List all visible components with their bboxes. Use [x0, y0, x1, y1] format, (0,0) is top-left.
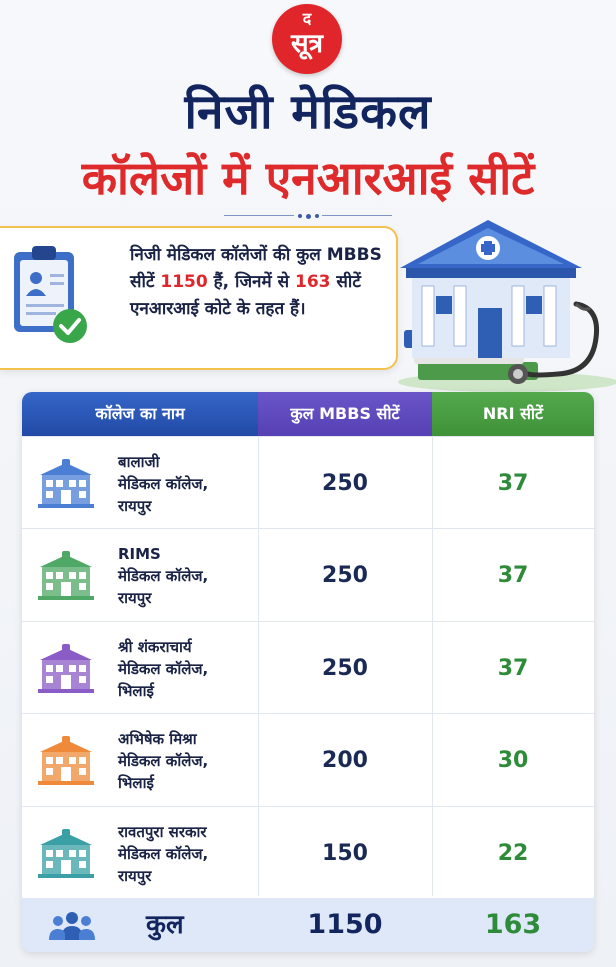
title-divider — [224, 213, 392, 219]
people-icon — [49, 912, 95, 940]
hospital-stethoscope-icon — [398, 220, 616, 392]
building-icon — [38, 459, 94, 508]
header-mbbs: कुल MBBS सीटें — [258, 392, 432, 436]
header-college: कॉलेज का नाम — [22, 392, 258, 436]
table-row: अभिषेक मिश्रा मेडिकल कॉलेज, भिलाई 200 30 — [22, 713, 594, 807]
nri-seats: 37 — [497, 563, 529, 589]
title-line2: कॉलेजों में एनआरआई सीटें — [81, 151, 535, 205]
nri-seats: 22 — [497, 840, 529, 866]
mbbs-seats: 250 — [322, 655, 368, 681]
logo-top: द — [302, 9, 312, 28]
building-icon — [38, 736, 94, 786]
seats-table: कॉलेज का नाम कुल MBBS सीटें NRI सीटें बा… — [22, 392, 594, 952]
mbbs-seats: 200 — [322, 748, 368, 774]
table-row: रावतपुरा सरकार मेडिकल कॉलेज, रायपुर 150 22 — [22, 805, 594, 900]
table-header: कॉलेज का नाम कुल MBBS सीटें NRI सीटें — [22, 392, 594, 436]
mbbs-seats: 250 — [322, 471, 368, 496]
nri-seats: 37 — [497, 655, 529, 681]
college-name: रावतपुरा सरकार मेडिकल कॉलेज, रायपुर — [118, 822, 209, 885]
mbbs-seats: 250 — [322, 563, 368, 589]
building-icon — [38, 551, 94, 601]
title-line1: निजी मेडिकल — [184, 84, 432, 140]
clipboard-check-icon — [14, 246, 87, 343]
nri-seats: 37 — [497, 471, 529, 496]
info-text: निजी मेडिकल कॉलेजों की कुल MBBS सीटें 11… — [130, 245, 382, 319]
college-name: RIMS मेडिकल कॉलेज, रायपुर — [118, 545, 209, 608]
nri-seats-highlight: 163 — [295, 272, 331, 292]
total-seats-highlight: 1150 — [160, 272, 208, 292]
logo-bottom: सूत्र — [291, 29, 323, 59]
college-name: बालाजी मेडिकल कॉलेज, रायपुर — [118, 453, 209, 515]
info-box: निजी मेडिकल कॉलेजों की कुल MBBS सीटें 11… — [0, 226, 398, 370]
header-nri: NRI सीटें — [432, 392, 594, 436]
total-mbbs: 1150 — [307, 909, 383, 940]
table-row: श्री शंकराचार्य मेडिकल कॉलेज, भिलाई 250 37 — [22, 620, 594, 715]
total-nri: 163 — [484, 909, 542, 940]
total-row: कुल 1150 163 — [22, 898, 594, 952]
table-row: बालाजी मेडिकल कॉलेज, रायपुर 250 37 — [22, 436, 594, 530]
mbbs-seats: 150 — [322, 840, 368, 866]
total-label: कुल — [146, 910, 184, 940]
table-row: RIMS मेडिकल कॉलेज, रायपुर 250 37 — [22, 528, 594, 622]
college-name: श्री शंकराचार्य मेडिकल कॉलेज, भिलाई — [118, 637, 209, 700]
logo: द सूत्र — [272, 4, 342, 74]
college-name: अभिषेक मिश्रा मेडिकल कॉलेज, भिलाई — [118, 730, 209, 793]
building-icon — [38, 643, 94, 693]
nri-seats: 30 — [497, 748, 529, 774]
building-icon — [38, 828, 94, 878]
